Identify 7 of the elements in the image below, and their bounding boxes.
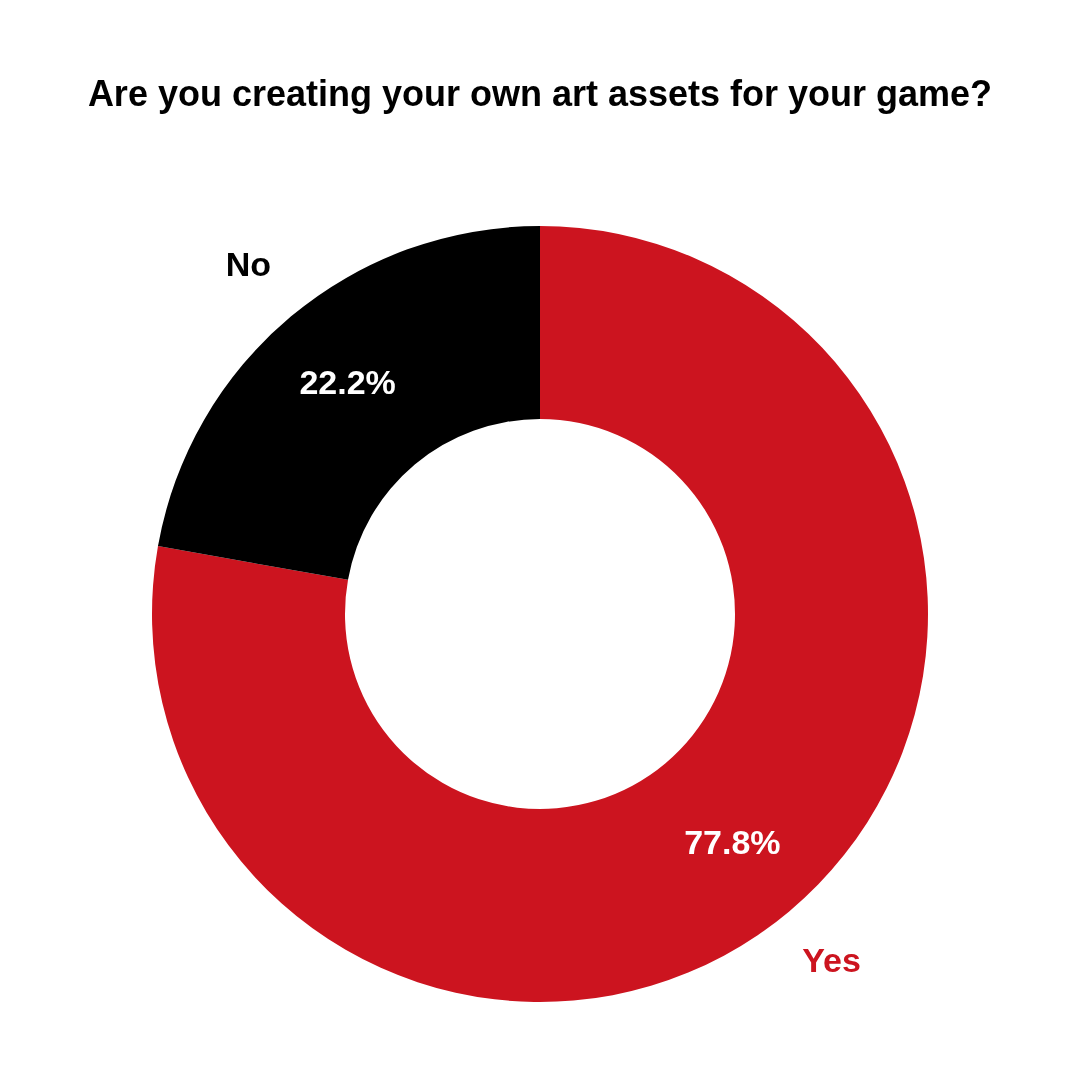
- donut-slice: [152, 226, 928, 1002]
- data-label: 77.8%: [684, 822, 781, 861]
- donut-slice: [157, 226, 540, 580]
- slice-label: Yes: [802, 940, 861, 979]
- data-label: 22.2%: [299, 363, 396, 402]
- slice-label: No: [225, 245, 272, 284]
- chart-title: Are you creating your own art assets for your game?: [87, 73, 993, 114]
